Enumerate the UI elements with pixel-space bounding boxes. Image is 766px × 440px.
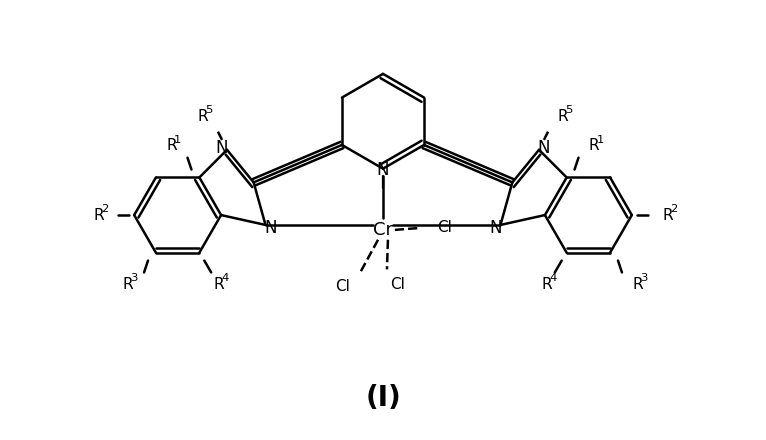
Text: Cl: Cl: [335, 279, 350, 293]
Text: R: R: [214, 277, 224, 292]
Text: R: R: [542, 277, 552, 292]
Text: N: N: [264, 219, 277, 237]
Text: R: R: [633, 277, 643, 292]
Text: 3: 3: [130, 273, 138, 283]
Text: R: R: [166, 138, 177, 154]
Text: N: N: [489, 219, 502, 237]
Text: 4: 4: [221, 273, 229, 283]
Text: N: N: [538, 139, 550, 157]
Text: R: R: [558, 109, 568, 124]
Text: 2: 2: [101, 204, 108, 214]
Text: R: R: [123, 277, 133, 292]
Text: R: R: [198, 109, 208, 124]
Text: N: N: [377, 161, 389, 179]
Text: 5: 5: [205, 105, 213, 115]
Text: R: R: [93, 208, 104, 223]
Text: R: R: [589, 138, 600, 154]
Text: (I): (I): [365, 384, 401, 412]
Text: N: N: [216, 139, 228, 157]
Text: 3: 3: [640, 273, 647, 283]
Text: Cl: Cl: [437, 220, 452, 235]
Text: 2: 2: [669, 204, 677, 214]
Text: 1: 1: [174, 135, 182, 145]
Text: R: R: [662, 208, 673, 223]
Text: 4: 4: [549, 273, 557, 283]
Text: 5: 5: [565, 105, 572, 115]
Text: Cl: Cl: [391, 277, 405, 292]
Text: 1: 1: [597, 135, 604, 145]
Text: Cr: Cr: [373, 221, 393, 239]
